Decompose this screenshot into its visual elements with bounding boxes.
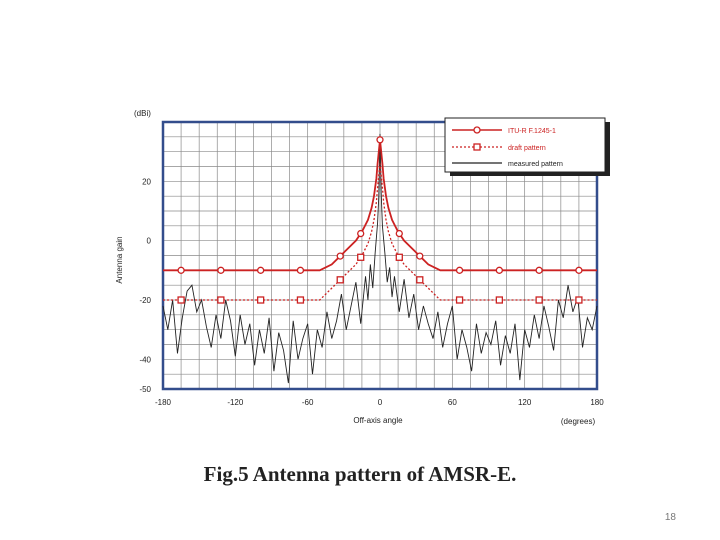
series-marker-draft bbox=[455, 296, 464, 304]
series-marker-draft bbox=[575, 296, 583, 304]
series-marker-itu bbox=[177, 266, 185, 274]
series-marker-draft bbox=[336, 276, 344, 284]
y-unit-label: (dBi) bbox=[134, 109, 151, 118]
x-tick-label: -180 bbox=[155, 398, 172, 407]
figure-caption: Fig.5 Antenna pattern of AMSR-E. bbox=[203, 462, 517, 486]
series-line-draft bbox=[163, 163, 597, 301]
legend-marker-itu bbox=[473, 126, 481, 134]
series-layer bbox=[162, 133, 598, 384]
series-marker-draft bbox=[357, 253, 365, 261]
series-marker-itu bbox=[357, 229, 365, 238]
x-tick-label: 60 bbox=[448, 398, 457, 407]
series-marker-itu bbox=[296, 266, 305, 274]
series-marker-itu bbox=[495, 266, 504, 274]
y-tick-label: -20 bbox=[139, 296, 151, 305]
series-marker-itu bbox=[416, 252, 424, 260]
x-tick-label: -60 bbox=[302, 398, 314, 407]
x-tick-label: 180 bbox=[590, 398, 604, 407]
series-marker-itu bbox=[217, 266, 225, 274]
series-marker-itu bbox=[455, 266, 464, 274]
legend-marker-draft bbox=[473, 143, 481, 151]
axis-ticks: -180 -120 -60 0 60 120 180 20 0 -20 -40 -50 bbox=[139, 177, 604, 407]
series-marker-draft bbox=[256, 296, 265, 304]
y-tick-label: 20 bbox=[142, 177, 151, 186]
plot-frame bbox=[161, 120, 599, 391]
y-tick-label: -40 bbox=[139, 355, 151, 364]
series-marker-draft bbox=[416, 276, 424, 284]
y-tick-label: -50 bbox=[139, 385, 151, 394]
legend-label-draft: draft pattern bbox=[508, 145, 546, 152]
series-marker-itu bbox=[256, 266, 265, 274]
series-marker-draft bbox=[395, 253, 403, 261]
series-marker-itu bbox=[535, 266, 543, 274]
page-number: 18 bbox=[664, 512, 676, 523]
y-axis-title: Antenna gain bbox=[115, 236, 124, 283]
series-marker-draft bbox=[296, 296, 305, 304]
x-tick-label: 120 bbox=[518, 398, 532, 407]
series-marker-itu bbox=[395, 229, 403, 238]
chart-legend: ITU-R F.1245-1 draft pattern measured pa… bbox=[444, 117, 610, 176]
series-marker-itu bbox=[575, 266, 583, 274]
x-tick-label: 0 bbox=[378, 398, 383, 407]
series-marker-draft bbox=[495, 296, 504, 304]
x-unit-label: (degrees) bbox=[561, 417, 596, 426]
series-marker-itu bbox=[336, 252, 344, 260]
x-axis-title: Off-axis angle bbox=[353, 416, 403, 425]
series-marker-itu bbox=[376, 136, 384, 144]
series-marker-draft bbox=[535, 296, 543, 304]
series-marker-draft bbox=[217, 296, 225, 304]
legend-label-itu: ITU-R F.1245-1 bbox=[508, 128, 556, 135]
y-tick-label: 0 bbox=[147, 237, 152, 246]
series-line-measured bbox=[162, 133, 598, 384]
legend-label-measured: measured pattern bbox=[508, 161, 563, 168]
x-tick-label: -120 bbox=[227, 398, 244, 407]
series-marker-draft bbox=[177, 296, 185, 304]
